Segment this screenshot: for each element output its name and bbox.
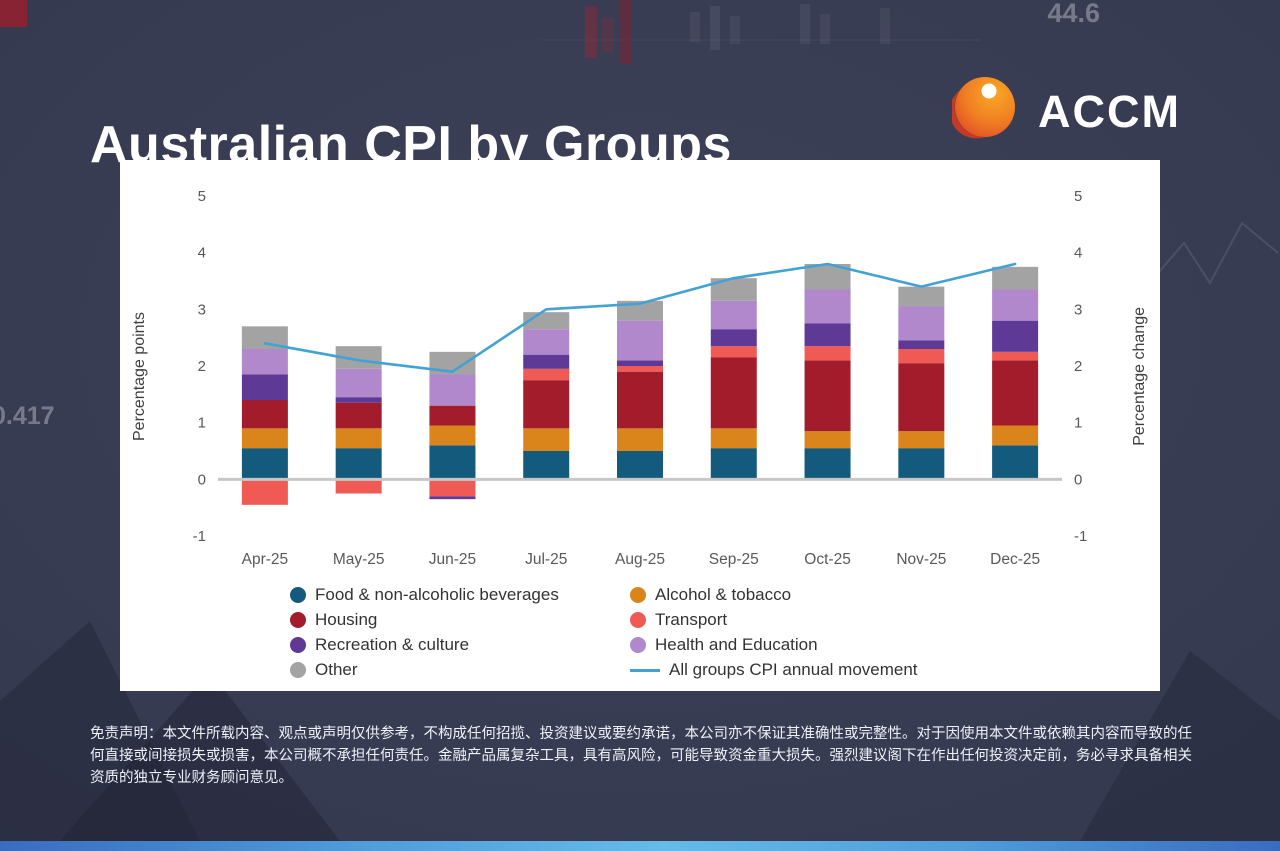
svg-text:Sep-25: Sep-25: [709, 551, 759, 568]
legend-color-dot: [290, 587, 306, 603]
legend-color-dot: [630, 587, 646, 603]
chart-legend: Food & non-alcoholic beverages Alcohol &…: [120, 585, 1160, 680]
svg-text:-1: -1: [193, 528, 206, 545]
svg-text:4: 4: [198, 245, 206, 262]
bottom-accent-bar: [0, 841, 1280, 851]
legend-label: Health and Education: [655, 635, 818, 654]
svg-text:Jun-25: Jun-25: [429, 551, 476, 568]
chart-area: Percentage points Apr-25 May-25 Jun-25 Jul-…: [120, 174, 1160, 579]
legend-item-alcohol: Alcohol & tobacco: [630, 585, 990, 605]
legend-color-dot: [630, 612, 646, 628]
svg-text:Apr-25: Apr-25: [242, 551, 289, 568]
svg-text:3: 3: [198, 301, 206, 318]
legend-color-dot: [630, 637, 646, 653]
legend-item-health: Health and Education: [630, 635, 990, 655]
line-chart-decoration: [1151, 221, 1279, 285]
legend-item-cpi-line: All groups CPI annual movement: [630, 660, 990, 680]
left-axis-title: Percentage points: [131, 312, 148, 441]
chart-card: Percentage points Apr-25 May-25 Jun-25 Jul-…: [120, 160, 1160, 691]
legend-item-food: Food & non-alcoholic beverages: [290, 585, 630, 605]
svg-text:5: 5: [1074, 188, 1082, 205]
legend-color-dot: [290, 612, 306, 628]
legend-label: Alcohol & tobacco: [655, 585, 792, 604]
svg-text:-1: -1: [1074, 528, 1087, 545]
legend-label: Recreation & culture: [315, 635, 470, 654]
svg-text:5: 5: [198, 188, 206, 205]
candlestick-decoration: [540, 0, 980, 64]
svg-text:3: 3: [1074, 301, 1082, 318]
legend-item-transport: Transport: [630, 610, 990, 630]
ticker-number-decoration: 0.417: [0, 402, 55, 430]
legend-line-marker: [630, 668, 660, 672]
legend-item-recreation: Recreation & culture: [290, 635, 630, 655]
svg-text:Aug-25: Aug-25: [615, 551, 665, 568]
svg-text:4: 4: [1074, 245, 1082, 262]
cpi-stacked-bar-chart: Apr-25 May-25 Jun-25 Jul-25 Aug-25 Sep-25 Oct-…: [193, 188, 1088, 568]
legend-color-dot: [290, 637, 306, 653]
svg-text:Jul-25: Jul-25: [525, 551, 567, 568]
legend-label: Housing: [315, 610, 378, 629]
brand-name: ACCM: [1038, 86, 1181, 137]
svg-text:0: 0: [198, 471, 206, 488]
svg-text:Nov-25: Nov-25: [896, 551, 946, 568]
legend-item-other: Other: [290, 660, 630, 680]
svg-text:Oct-25: Oct-25: [804, 551, 851, 568]
legend-label: Transport: [655, 610, 728, 629]
svg-text:Dec-25: Dec-25: [990, 551, 1040, 568]
svg-text:May-25: May-25: [333, 551, 385, 568]
legend-color-dot: [290, 662, 306, 678]
ticker-number-decoration: 44.6: [1047, 0, 1100, 28]
legend-label: Food & non-alcoholic beverages: [315, 585, 559, 604]
legend-item-housing: Housing: [290, 610, 630, 630]
svg-text:2: 2: [1074, 358, 1082, 375]
disclaimer-text: 免责声明：本文件所载内容、观点或声明仅供参考，不构成任何招揽、投资建议或要约承诺…: [90, 725, 1192, 787]
background-red-square-decoration: [0, 0, 27, 27]
svg-text:1: 1: [1074, 415, 1082, 432]
svg-text:2: 2: [198, 358, 206, 375]
accm-logo-icon: [949, 74, 1018, 145]
legend-label: Other: [315, 660, 358, 679]
legend-label: All groups CPI annual movement: [669, 660, 918, 679]
right-axis-title: Percentage change: [1131, 307, 1148, 446]
svg-text:1: 1: [198, 415, 206, 432]
svg-text:0: 0: [1074, 471, 1082, 488]
